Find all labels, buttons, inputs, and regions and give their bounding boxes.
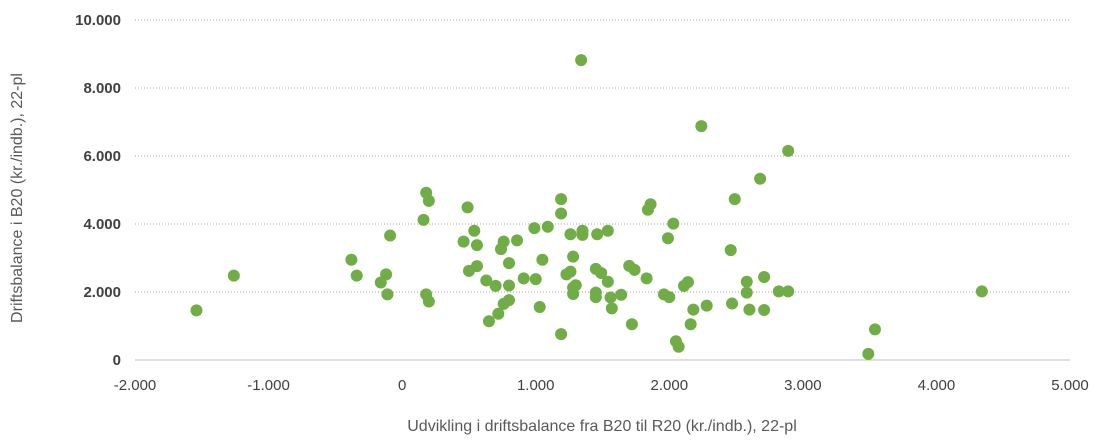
data-point — [591, 228, 604, 241]
data-point — [503, 279, 515, 292]
y-tick-label: 6.000 — [83, 148, 121, 165]
data-point — [601, 224, 614, 237]
data-point — [661, 232, 674, 245]
data-point — [190, 304, 203, 317]
data-point — [681, 276, 694, 289]
data-point — [480, 274, 493, 287]
x-tick-label: 1.000 — [517, 377, 555, 394]
data-point — [569, 279, 582, 292]
data-point — [862, 347, 875, 360]
data-point — [468, 224, 481, 237]
data-point — [605, 302, 618, 315]
data-point — [672, 340, 685, 353]
data-point — [595, 266, 608, 279]
data-point — [589, 291, 602, 304]
data-point — [380, 268, 393, 281]
data-point — [350, 269, 363, 282]
data-point — [457, 235, 470, 248]
data-point — [470, 239, 483, 252]
data-point — [555, 328, 568, 341]
data-point — [625, 318, 638, 331]
data-point — [743, 303, 756, 316]
data-point — [567, 250, 580, 263]
x-tick-label: 3.000 — [784, 377, 822, 394]
data-point — [700, 299, 713, 312]
data-point — [482, 315, 495, 328]
data-point — [564, 265, 577, 278]
y-tick-label: 2.000 — [83, 284, 121, 301]
x-tick-label: -2.000 — [114, 377, 157, 394]
y-axis-label: Driftsbalance i B20 (kr./indb.), 22-pl — [9, 73, 26, 323]
data-point — [461, 201, 474, 214]
data-point — [604, 291, 617, 304]
y-tick-label: 0 — [113, 352, 121, 369]
data-point — [541, 220, 554, 233]
data-point — [555, 193, 568, 206]
data-point — [728, 193, 741, 206]
data-point — [740, 275, 753, 288]
x-tick-label: 0 — [398, 377, 406, 394]
data-point — [772, 285, 785, 298]
data-point — [503, 257, 515, 270]
data-point — [555, 207, 568, 220]
data-point — [575, 54, 588, 67]
data-point — [868, 323, 881, 336]
data-point — [667, 217, 680, 230]
data-point — [517, 272, 530, 285]
data-point — [615, 288, 628, 301]
data-point — [422, 295, 435, 308]
data-point — [576, 226, 589, 239]
x-tick-label: 5.000 — [1051, 377, 1089, 394]
data-point — [492, 307, 505, 320]
data-point — [422, 194, 435, 207]
y-tick-label: 8.000 — [83, 80, 121, 97]
data-point — [601, 275, 614, 288]
data-point — [695, 120, 708, 133]
data-point — [528, 222, 541, 235]
y-axis-ticks: 0 2.000 4.000 6.000 8.000 10.000 — [75, 12, 121, 369]
data-point — [726, 297, 739, 310]
data-point — [975, 285, 988, 298]
data-point — [687, 303, 700, 316]
data-point — [644, 198, 657, 211]
data-point — [503, 294, 515, 307]
data-point — [529, 273, 542, 286]
data-point — [417, 213, 430, 226]
x-axis-label: Udvikling i driftsbalance fra B20 til R2… — [407, 418, 797, 435]
data-point — [536, 253, 549, 266]
data-point — [533, 300, 546, 313]
data-point — [470, 260, 483, 273]
y-tick-label: 10.000 — [75, 12, 121, 29]
x-tick-label: 2.000 — [651, 377, 689, 394]
data-points — [190, 54, 988, 360]
data-point — [782, 144, 795, 157]
x-tick-label: 4.000 — [918, 377, 956, 394]
data-point — [782, 285, 795, 298]
data-point — [740, 286, 753, 299]
gridlines — [135, 19, 1070, 361]
data-point — [497, 235, 510, 248]
data-point — [345, 253, 358, 266]
y-tick-label: 4.000 — [83, 216, 121, 233]
x-tick-label: -1.000 — [247, 377, 290, 394]
data-point — [489, 279, 502, 292]
x-axis-ticks: -2.000 -1.000 0 1.000 2.000 3.000 4.000 5.000 — [114, 377, 1089, 394]
data-point — [758, 271, 771, 284]
data-point — [754, 172, 767, 185]
data-point — [724, 244, 737, 257]
data-point — [381, 288, 394, 301]
data-point — [758, 304, 771, 317]
data-point — [564, 228, 577, 241]
data-point — [640, 272, 653, 285]
data-point — [227, 269, 240, 282]
data-point — [384, 229, 397, 242]
data-point — [684, 318, 697, 331]
data-point — [663, 291, 676, 304]
data-point — [511, 234, 524, 247]
data-point — [628, 263, 641, 276]
